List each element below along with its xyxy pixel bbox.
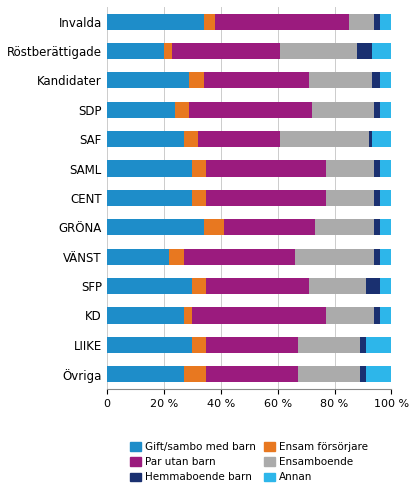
Bar [380,278,391,294]
Bar [107,131,184,147]
Bar [184,307,192,324]
Bar [360,366,366,382]
Bar [297,337,360,353]
Bar [380,161,391,177]
Bar [357,43,371,59]
Bar [314,219,374,235]
Bar [192,307,326,324]
Legend: Gift/sambo med barn, Par utan barn, Hemmaboende barn, Ensam försörjare, Ensamboe: Gift/sambo med barn, Par utan barn, Hemm… [129,440,370,485]
Bar [107,278,192,294]
Bar [374,14,380,30]
Bar [206,190,326,206]
Bar [371,72,380,88]
Bar [371,131,391,147]
Bar [184,248,295,265]
Bar [326,190,374,206]
Bar [297,366,360,382]
Bar [309,72,371,88]
Bar [107,248,169,265]
Bar [206,366,297,382]
Bar [192,278,206,294]
Bar [175,102,189,118]
Bar [380,14,391,30]
Bar [107,307,184,324]
Bar [107,190,192,206]
Bar [189,72,203,88]
Bar [206,161,326,177]
Bar [198,131,280,147]
Bar [374,190,380,206]
Bar [380,219,391,235]
Bar [380,248,391,265]
Bar [206,337,297,353]
Bar [371,43,391,59]
Bar [192,190,206,206]
Bar [223,219,314,235]
Bar [107,43,164,59]
Bar [380,72,391,88]
Bar [366,337,391,353]
Bar [380,307,391,324]
Bar [215,14,349,30]
Bar [189,102,312,118]
Bar [380,190,391,206]
Bar [203,14,215,30]
Bar [169,248,184,265]
Bar [107,102,175,118]
Bar [206,278,309,294]
Bar [366,278,380,294]
Bar [349,14,374,30]
Bar [203,219,223,235]
Bar [164,43,172,59]
Bar [312,102,374,118]
Bar [374,219,380,235]
Bar [374,161,380,177]
Bar [172,43,280,59]
Bar [107,219,203,235]
Bar [107,366,184,382]
Bar [309,278,366,294]
Bar [107,337,192,353]
Bar [374,307,380,324]
Bar [295,248,374,265]
Bar [107,72,189,88]
Bar [374,248,380,265]
Bar [380,102,391,118]
Bar [366,366,391,382]
Bar [326,307,374,324]
Bar [184,366,206,382]
Bar [326,161,374,177]
Bar [192,337,206,353]
Bar [369,131,371,147]
Bar [374,102,380,118]
Bar [280,43,357,59]
Bar [107,161,192,177]
Bar [107,14,203,30]
Bar [192,161,206,177]
Bar [203,72,309,88]
Bar [280,131,369,147]
Bar [184,131,198,147]
Bar [360,337,366,353]
